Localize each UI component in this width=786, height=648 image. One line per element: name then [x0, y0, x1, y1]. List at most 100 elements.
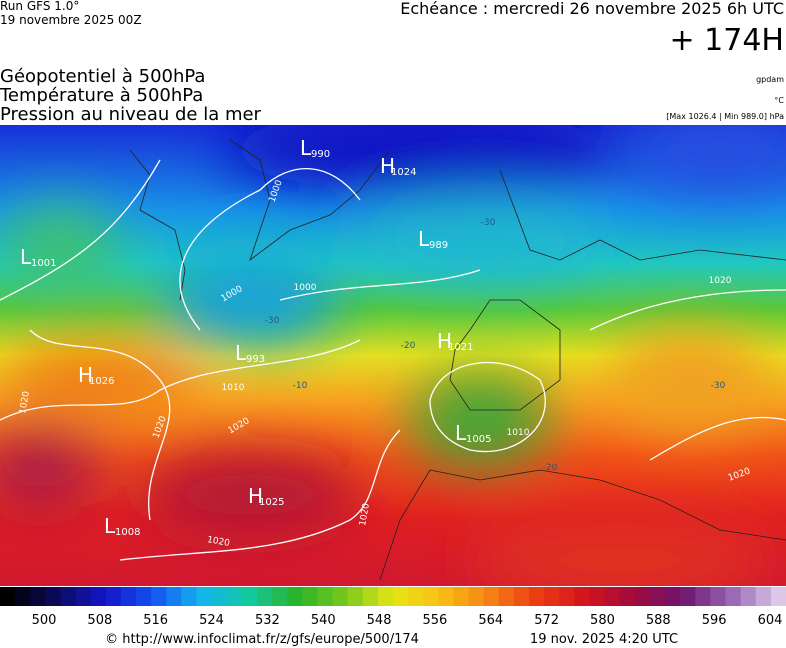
colorbar-swatch [770, 587, 786, 606]
colorbar-label: 524 [199, 613, 224, 628]
field-shading [0, 125, 786, 586]
colorbar-swatch [287, 587, 303, 606]
colorbar-swatch [438, 587, 454, 606]
isobar-label: 1000 [294, 283, 317, 293]
colorbar-swatch [332, 587, 349, 606]
colorbar-swatch [60, 587, 77, 606]
pressure-center-value: 1021 [448, 342, 473, 353]
colorbar-swatch [634, 587, 651, 606]
pressure-center-value: 989 [429, 240, 448, 251]
temperature-label: -30 [265, 316, 280, 326]
colorbar-swatch [529, 587, 545, 606]
colorbar-swatch [105, 587, 122, 606]
temperature-label: -30 [711, 381, 726, 391]
pressure-center-value: 993 [246, 354, 265, 365]
pressure-center-type: H [78, 363, 93, 387]
field-title: Géopotentiel à 500hPa [0, 66, 205, 87]
colorbar-label: 548 [367, 613, 392, 628]
colorbar-label: 580 [590, 613, 615, 628]
colorbar: 500 508 516 524 532 540 548 556 564 572 580 588 596 6… [0, 587, 786, 628]
colorbar-swatch [559, 587, 575, 606]
run-date: 19 novembre 2025 00Z [0, 13, 142, 27]
isobar-label: 1020 [358, 502, 372, 527]
colorbar-swatch [604, 587, 621, 606]
pressure-center-value: 1001 [31, 258, 56, 269]
colorbar-label: 596 [702, 613, 727, 628]
colorbar-swatch [649, 587, 666, 606]
colorbar-label: 556 [423, 613, 448, 628]
colorbar-label: 532 [255, 613, 280, 628]
colorbar-label: 516 [143, 613, 168, 628]
pressure-center-type: L [455, 421, 467, 445]
pressure-center-type: L [418, 227, 430, 251]
colorbar-swatch [0, 587, 16, 606]
pressure-center-value: 1008 [115, 527, 140, 538]
colorbar-label: 604 [758, 613, 783, 628]
colorbar-swatch [377, 587, 394, 606]
isobars [0, 159, 786, 561]
colorbar-label: 588 [646, 613, 671, 628]
pressure-center-value: 990 [311, 149, 330, 160]
isobar-label: 1020 [18, 390, 32, 415]
colorbar-label: 572 [534, 613, 559, 628]
colorbar-swatch [408, 587, 424, 606]
unit-label: [Max 1026.4 | Min 989.0] hPa [666, 112, 784, 121]
colorbar-swatch [302, 587, 318, 606]
colorbar-swatch [740, 587, 757, 606]
pressure-center-type: H [380, 154, 395, 178]
isobar-label: 1020 [206, 535, 231, 549]
colorbar-swatch [468, 587, 485, 606]
field-title: Température à 500hPa [0, 85, 203, 106]
colorbar-swatch [211, 587, 228, 606]
colorbar-swatch [90, 587, 107, 606]
pressure-center-type: L [104, 514, 116, 538]
colorbar-swatch [725, 587, 742, 606]
footer-timestamp: 19 nov. 2025 4:20 UTC [530, 632, 678, 647]
pressure-center-value: 1026 [89, 376, 114, 387]
colorbar-swatch [241, 587, 258, 606]
pressure-center-type: L [300, 136, 312, 160]
colorbar-swatch [513, 587, 530, 606]
footer-url: © http://www.infoclimat.fr/z/gfs/europe/… [105, 632, 419, 647]
pressure-center-value: 1025 [259, 497, 284, 508]
unit-label: gpdam [756, 75, 784, 84]
temperature-label: -20 [401, 341, 416, 351]
colorbar-swatch [453, 587, 470, 606]
isobar-label: 1010 [222, 383, 245, 393]
colorbar-swatch [498, 587, 515, 606]
colorbar-swatch [272, 587, 288, 606]
colorbar-swatch [393, 587, 409, 606]
colorbar-label: 500 [32, 613, 57, 628]
lead-time: + 174H [670, 23, 785, 58]
colorbar-swatch [256, 587, 273, 606]
colorbar-swatch [120, 587, 137, 606]
unit-label: °C [774, 96, 784, 105]
colorbar-swatch [181, 587, 197, 606]
pressure-center-type: H [248, 484, 263, 508]
colorbar-label: 508 [87, 613, 112, 628]
pressure-center-type: L [235, 341, 247, 365]
colorbar-swatch [362, 587, 379, 606]
colorbar-swatch [166, 587, 182, 606]
pressure-center-type: H [437, 329, 452, 353]
colorbar-swatch [574, 587, 590, 606]
colorbar-swatch [755, 587, 772, 606]
colorbar-swatch [45, 587, 61, 606]
colorbar-swatch [710, 587, 727, 606]
temperature-label: -10 [293, 381, 308, 391]
colorbar-swatch [347, 587, 364, 606]
run-label: Run GFS 1.0° [0, 0, 79, 13]
colorbar-swatch [423, 587, 439, 606]
isobar-label: 1010 [507, 428, 530, 438]
colorbar-swatch [619, 587, 636, 606]
field-title: Pression au niveau de la mer [0, 104, 262, 125]
pressure-center-type: L [20, 245, 32, 269]
colorbar-swatch [196, 587, 213, 606]
temperature-label: -20 [543, 463, 558, 473]
colorbar-swatch [544, 587, 560, 606]
pressure-center-value: 1024 [391, 167, 416, 178]
colorbar-swatch [483, 587, 500, 606]
